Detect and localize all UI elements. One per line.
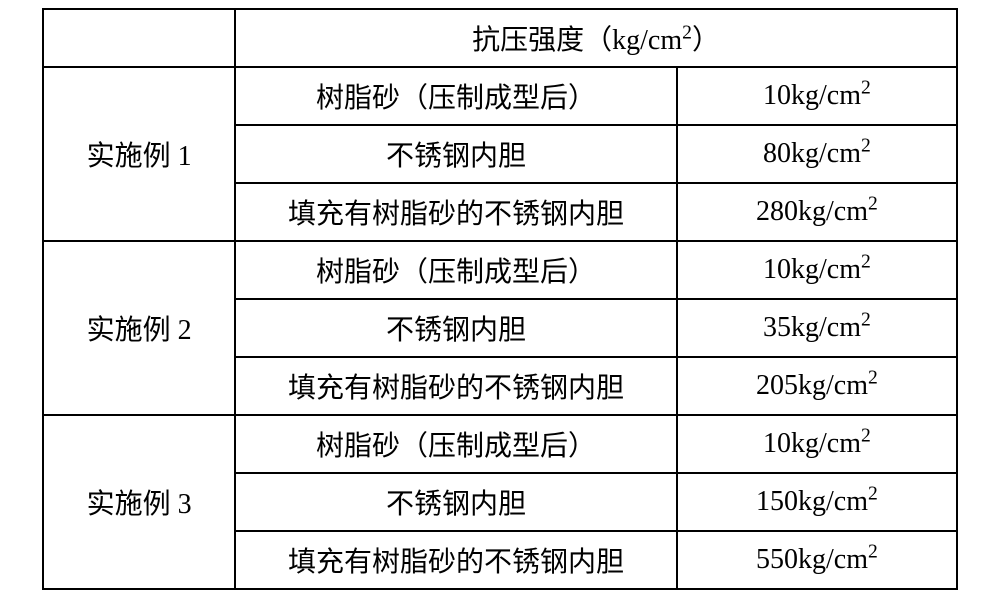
item-cell: 不锈钢内胆 — [235, 473, 677, 531]
group-label-1: 实施例 2 — [43, 241, 235, 415]
table-container: 抗压强度（kg/cm2） 实施例 1 树脂砂（压制成型后） 10kg/cm2 不… — [0, 0, 1000, 603]
value-pre: 150kg/cm — [756, 486, 868, 517]
item-cell: 不锈钢内胆 — [235, 299, 677, 357]
value-cell: 35kg/cm2 — [677, 299, 957, 357]
item-cell: 不锈钢内胆 — [235, 125, 677, 183]
value-sup: 2 — [868, 194, 878, 215]
header-title-sup: 2 — [682, 23, 692, 44]
header-title-cell: 抗压强度（kg/cm2） — [235, 9, 957, 67]
value-cell: 280kg/cm2 — [677, 183, 957, 241]
item-cell: 填充有树脂砂的不锈钢内胆 — [235, 183, 677, 241]
value-pre: 10kg/cm — [763, 254, 861, 285]
group-label-2: 实施例 3 — [43, 415, 235, 589]
value-cell: 205kg/cm2 — [677, 357, 957, 415]
item-cell: 树脂砂（压制成型后） — [235, 67, 677, 125]
value-pre: 35kg/cm — [763, 312, 861, 343]
value-pre: 10kg/cm — [763, 428, 861, 459]
item-cell: 树脂砂（压制成型后） — [235, 415, 677, 473]
header-blank-cell — [43, 9, 235, 67]
value-cell: 80kg/cm2 — [677, 125, 957, 183]
value-cell: 10kg/cm2 — [677, 67, 957, 125]
value-cell: 10kg/cm2 — [677, 415, 957, 473]
table-row: 实施例 2 树脂砂（压制成型后） 10kg/cm2 — [43, 241, 957, 299]
value-pre: 205kg/cm — [756, 370, 868, 401]
value-sup: 2 — [868, 484, 878, 505]
value-cell: 550kg/cm2 — [677, 531, 957, 589]
value-pre: 80kg/cm — [763, 138, 861, 169]
header-title-pre: 抗压强度（kg/cm — [472, 25, 682, 56]
value-sup: 2 — [861, 426, 871, 447]
item-cell: 填充有树脂砂的不锈钢内胆 — [235, 357, 677, 415]
header-title-post: ） — [692, 25, 720, 56]
table-row: 实施例 1 树脂砂（压制成型后） 10kg/cm2 — [43, 67, 957, 125]
compressive-strength-table: 抗压强度（kg/cm2） 实施例 1 树脂砂（压制成型后） 10kg/cm2 不… — [42, 8, 958, 590]
item-cell: 树脂砂（压制成型后） — [235, 241, 677, 299]
value-sup: 2 — [861, 310, 871, 331]
item-cell: 填充有树脂砂的不锈钢内胆 — [235, 531, 677, 589]
value-sup: 2 — [861, 78, 871, 99]
value-pre: 280kg/cm — [756, 196, 868, 227]
value-sup: 2 — [868, 368, 878, 389]
group-label-0: 实施例 1 — [43, 67, 235, 241]
value-cell: 10kg/cm2 — [677, 241, 957, 299]
value-sup: 2 — [861, 136, 871, 157]
table-row: 实施例 3 树脂砂（压制成型后） 10kg/cm2 — [43, 415, 957, 473]
value-sup: 2 — [861, 252, 871, 273]
table-header-row: 抗压强度（kg/cm2） — [43, 9, 957, 67]
value-cell: 150kg/cm2 — [677, 473, 957, 531]
value-sup: 2 — [868, 542, 878, 563]
value-pre: 10kg/cm — [763, 80, 861, 111]
value-pre: 550kg/cm — [756, 544, 868, 575]
